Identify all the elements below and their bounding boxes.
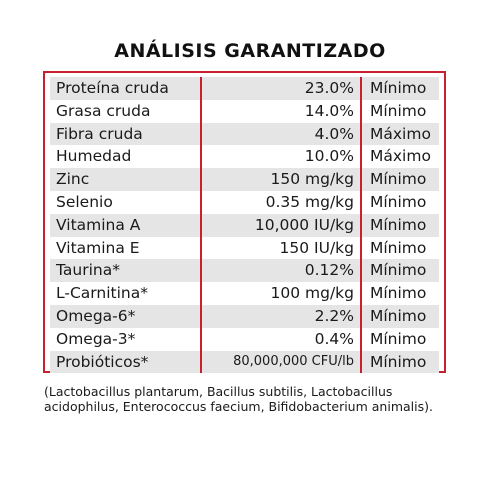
nutrient-qualifier: Mínimo [370, 238, 427, 257]
nutrient-qualifier: Máximo [361, 122, 439, 146]
nutrient-qualifier: Mínimo [361, 304, 439, 328]
table-row: Vitamina A 10,000 IU/kg Mínimo [50, 213, 439, 237]
nutrient-name: Probióticos* [50, 350, 202, 374]
nutrient-qualifier: Mínimo [370, 101, 427, 120]
nutrient-name: Omega-3* [50, 327, 202, 351]
nutrient-amount: 10.0% [201, 145, 362, 169]
nutrient-amount: 14.0% [201, 99, 362, 123]
nutrient-qualifier: Mínimo [361, 77, 439, 100]
nutrient-qualifier: Mínimo [370, 192, 427, 211]
table-row: Selenio 0.35 mg/kg Mínimo [50, 190, 439, 214]
table-row: Zinc 150 mg/kg Mínimo [50, 168, 439, 191]
probiotics-footnote: (Lactobacillus plantarum, Bacillus subti… [44, 384, 433, 414]
table-row: Fibra cruda 4.0% Máximo [50, 122, 439, 146]
table-row: L-Carnitina* 100 mg/kg Mínimo [50, 282, 439, 305]
page-title: ANÁLISIS GARANTIZADO [114, 40, 386, 62]
nutrient-qualifier: Mínimo [361, 168, 439, 191]
table-row: Humedad 10.0% Máximo [50, 145, 439, 169]
table-row: Grasa cruda 14.0% Mínimo [50, 99, 439, 123]
analysis-table: Proteína cruda 23.0% Mínimo Grasa cruda … [50, 77, 439, 374]
nutrient-qualifier: Mínimo [361, 213, 439, 237]
nutrient-name: Proteína cruda [50, 77, 202, 100]
nutrient-name: Omega-6* [50, 304, 202, 328]
table-row: Proteína cruda 23.0% Mínimo [50, 77, 439, 100]
nutrient-qualifier: Mínimo [361, 350, 439, 374]
nutrient-amount: 10,000 IU/kg [201, 213, 362, 237]
nutrient-amount: 150 mg/kg [201, 168, 362, 191]
nutrient-amount: 100 mg/kg [201, 282, 362, 305]
nutrient-name: Fibra cruda [50, 122, 202, 146]
nutrient-name: Selenio [50, 190, 202, 214]
nutrient-amount: 0.35 mg/kg [201, 190, 362, 214]
table-row: Taurina* 0.12% Mínimo [50, 259, 439, 283]
table-row: Omega-3* 0.4% Mínimo [50, 327, 439, 351]
nutrient-amount: 23.0% [201, 77, 362, 100]
nutrient-name: Humedad [50, 145, 202, 169]
table-row: Probióticos* 80,000,000 CFU/lb Mínimo [50, 350, 439, 374]
nutrient-amount: 2.2% [201, 304, 362, 328]
nutrient-name: Vitamina E [50, 236, 202, 260]
nutrient-amount: 80,000,000 CFU/lb [201, 350, 362, 374]
nutrient-qualifier: Máximo [370, 147, 431, 166]
nutrient-amount: 0.12% [201, 259, 362, 283]
analysis-table-frame: Proteína cruda 23.0% Mínimo Grasa cruda … [43, 71, 446, 374]
nutrient-amount: 0.4% [201, 327, 362, 351]
nutrient-amount: 4.0% [201, 122, 362, 146]
table-row: Vitamina E 150 IU/kg Mínimo [50, 236, 439, 260]
nutrient-name: L-Carnitina* [50, 282, 202, 305]
table-row: Omega-6* 2.2% Mínimo [50, 304, 439, 328]
nutrient-name: Zinc [50, 168, 202, 191]
nutrient-name: Taurina* [50, 259, 202, 283]
nutrient-qualifier: Mínimo [370, 284, 427, 303]
nutrient-name: Vitamina A [50, 213, 202, 237]
nutrient-name: Grasa cruda [50, 99, 202, 123]
nutrient-qualifier: Mínimo [361, 259, 439, 283]
nutrient-qualifier: Mínimo [370, 329, 427, 348]
nutrient-amount: 150 IU/kg [201, 236, 362, 260]
